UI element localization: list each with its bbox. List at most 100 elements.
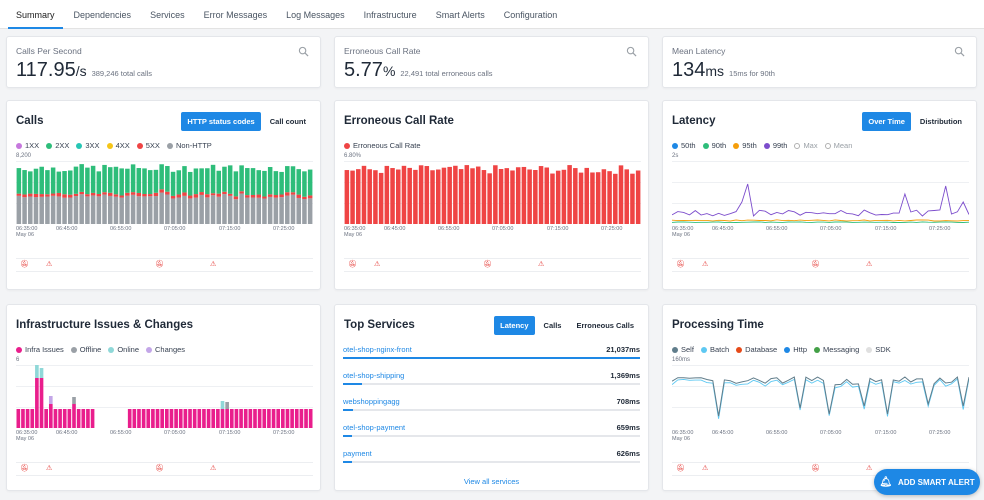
legend-99th[interactable]: 99th bbox=[763, 141, 787, 150]
legend-erroneous-call-rate[interactable]: Erroneous Call Rate bbox=[344, 141, 421, 150]
legend-messaging[interactable]: Messaging bbox=[814, 345, 859, 354]
legend-self[interactable]: Self bbox=[672, 345, 694, 354]
legend-1xx[interactable]: 1XX bbox=[16, 141, 39, 150]
legend-label: Messaging bbox=[823, 345, 860, 354]
error-rate-bar bbox=[493, 165, 498, 224]
tab-dependencies[interactable]: Dependencies bbox=[73, 10, 132, 20]
processing-legend: Self Batch Database Http Messaging SDK bbox=[672, 345, 891, 354]
over-time-button[interactable]: Over Time bbox=[862, 112, 911, 131]
x-tick: 06:45:00 bbox=[56, 430, 78, 436]
legend-offline[interactable]: Offline bbox=[70, 345, 101, 354]
alert-off-icon[interactable]: 🔕︎ bbox=[348, 261, 357, 268]
calls-bar-non-http bbox=[250, 197, 256, 224]
service-row[interactable]: otel-shop-payment 659ms bbox=[343, 423, 640, 443]
call-count-button[interactable]: Call count bbox=[269, 117, 306, 126]
calls-bar-non-http bbox=[28, 196, 33, 224]
alert-off-icon[interactable]: 🔕︎ bbox=[811, 465, 820, 472]
tab-smart-alerts[interactable]: Smart Alerts bbox=[435, 10, 485, 20]
tab-configuration[interactable]: Configuration bbox=[503, 10, 558, 20]
calls-bar-non-http bbox=[22, 197, 27, 224]
legend-non-http[interactable]: Non-HTTP bbox=[166, 141, 212, 150]
service-link[interactable]: otel-shop-nginx-front bbox=[343, 345, 412, 354]
warning-icon[interactable]: ⚠︎ bbox=[374, 261, 381, 268]
tab-error-messages[interactable]: Error Messages bbox=[203, 10, 268, 20]
legend-mean[interactable]: Mean bbox=[824, 141, 852, 150]
alert-off-icon[interactable]: 🔕︎ bbox=[676, 261, 685, 268]
alert-off-icon[interactable]: 🔕︎ bbox=[20, 261, 29, 268]
tab-log-messages[interactable]: Log Messages bbox=[286, 10, 345, 20]
warning-icon[interactable]: ⚠︎ bbox=[46, 261, 53, 268]
calls-bar-5xx bbox=[113, 194, 119, 197]
calls-bar-5xx bbox=[250, 194, 256, 198]
legend-swatch bbox=[70, 346, 77, 353]
alert-off-icon[interactable]: 🔕︎ bbox=[483, 261, 492, 268]
legend-90th[interactable]: 90th bbox=[702, 141, 726, 150]
legend-max[interactable]: Max bbox=[794, 141, 818, 150]
calls-bar-non-http bbox=[233, 199, 239, 224]
calls-bar-2xx bbox=[267, 167, 273, 195]
alert-off-icon[interactable]: 🔕︎ bbox=[155, 465, 164, 472]
legend-http[interactable]: Http bbox=[784, 345, 807, 354]
view-all-services-link[interactable]: View all services bbox=[463, 477, 520, 486]
calls-bar-non-http bbox=[296, 197, 301, 224]
warning-icon[interactable]: ⚠︎ bbox=[210, 465, 217, 472]
search-icon[interactable] bbox=[626, 46, 637, 57]
error-rate-chart[interactable] bbox=[344, 161, 641, 224]
calls-chart[interactable] bbox=[16, 161, 313, 224]
warning-icon[interactable]: ⚠︎ bbox=[702, 261, 709, 268]
infra-chart[interactable] bbox=[16, 365, 313, 428]
legend-changes[interactable]: Changes bbox=[146, 345, 185, 354]
service-row[interactable]: otel-shop-nginx-front 21,037ms bbox=[343, 345, 640, 365]
legend-3xx[interactable]: 3XX bbox=[76, 141, 100, 150]
search-icon[interactable] bbox=[954, 46, 965, 57]
legend-sdk[interactable]: SDK bbox=[866, 345, 891, 354]
service-row[interactable]: webshoppingagg 708ms bbox=[343, 397, 640, 417]
warning-icon[interactable]: ⚠︎ bbox=[702, 465, 709, 472]
alert-off-icon[interactable]: 🔕︎ bbox=[811, 261, 820, 268]
infra-bar-issues bbox=[137, 409, 141, 428]
warning-icon[interactable]: ⚠︎ bbox=[866, 465, 873, 472]
calls-button[interactable]: Calls bbox=[543, 321, 562, 330]
warning-icon[interactable]: ⚠︎ bbox=[866, 261, 873, 268]
tab-infrastructure[interactable]: Infrastructure bbox=[363, 10, 417, 20]
service-link[interactable]: otel-shop-shipping bbox=[343, 371, 405, 380]
service-link[interactable]: webshoppingagg bbox=[343, 397, 400, 406]
legend-infra-issues[interactable]: Infra Issues bbox=[16, 345, 64, 354]
x-tick: 06:35:00 bbox=[672, 226, 694, 232]
x-tick: 06:45:00 bbox=[712, 430, 734, 436]
calls-bar-non-http bbox=[16, 195, 22, 224]
legend-2xx[interactable]: 2XX bbox=[46, 141, 69, 150]
service-row[interactable]: payment 626ms bbox=[343, 449, 640, 469]
error-rate-bar bbox=[584, 167, 589, 224]
legend-5xx[interactable]: 5XX bbox=[136, 141, 160, 150]
legend-batch[interactable]: Batch bbox=[700, 345, 729, 354]
latency-button[interactable]: Latency bbox=[494, 316, 535, 335]
legend-online[interactable]: Online bbox=[108, 345, 139, 354]
calls-bar-2xx bbox=[233, 171, 239, 197]
tab-services[interactable]: Services bbox=[150, 10, 185, 20]
calls-bar-5xx bbox=[107, 192, 113, 196]
alert-off-icon[interactable]: 🔕︎ bbox=[155, 261, 164, 268]
http-status-codes-button[interactable]: HTTP status codes bbox=[181, 112, 261, 131]
alert-off-icon[interactable]: 🔕︎ bbox=[20, 465, 29, 472]
warning-icon[interactable]: ⚠︎ bbox=[210, 261, 217, 268]
latency-chart[interactable] bbox=[672, 161, 969, 224]
service-link[interactable]: otel-shop-payment bbox=[343, 423, 406, 432]
legend-50th[interactable]: 50th bbox=[672, 141, 696, 150]
tab-summary[interactable]: Summary bbox=[8, 0, 63, 29]
distribution-button[interactable]: Distribution bbox=[919, 117, 962, 126]
service-link[interactable]: payment bbox=[343, 449, 372, 458]
processing-time-chart[interactable] bbox=[672, 365, 969, 428]
legend-4xx[interactable]: 4XX bbox=[106, 141, 130, 150]
x-tick: 07:05:00 bbox=[492, 226, 514, 232]
search-icon[interactable] bbox=[298, 46, 309, 57]
service-row[interactable]: otel-shop-shipping 1,369ms bbox=[343, 371, 640, 391]
add-smart-alert-button[interactable]: 🔔︎ ADD SMART ALERT bbox=[874, 469, 980, 495]
legend-database[interactable]: Database bbox=[736, 345, 777, 354]
legend-95th[interactable]: 95th bbox=[733, 141, 757, 150]
warning-icon[interactable]: ⚠︎ bbox=[538, 261, 545, 268]
warning-icon[interactable]: ⚠︎ bbox=[46, 465, 53, 472]
alert-off-icon[interactable]: 🔕︎ bbox=[676, 465, 685, 472]
erroneous-calls-button[interactable]: Erroneous Calls bbox=[576, 321, 634, 330]
calls-bar-5xx bbox=[222, 191, 227, 195]
